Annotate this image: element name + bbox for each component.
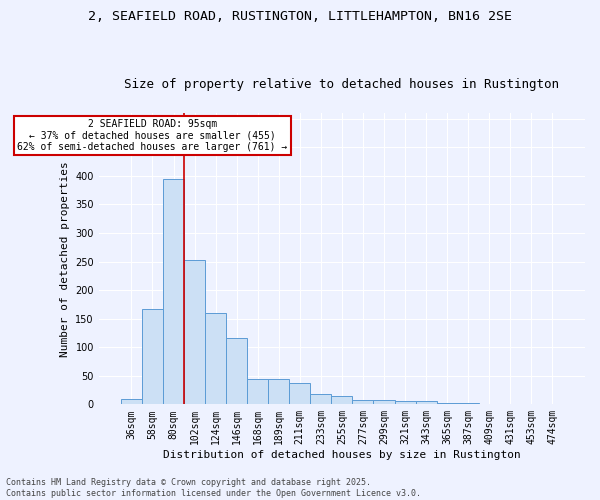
X-axis label: Distribution of detached houses by size in Rustington: Distribution of detached houses by size … (163, 450, 521, 460)
Bar (395, 402, 416, 404)
Bar (437, 402, 458, 404)
Bar (458, 403, 479, 404)
Bar (205, 313, 226, 404)
Bar (331, 396, 352, 404)
Bar (247, 379, 268, 404)
Bar (416, 402, 437, 404)
Bar (289, 383, 310, 404)
Bar (142, 309, 163, 404)
Bar (352, 400, 373, 404)
Bar (373, 400, 395, 404)
Bar (226, 338, 247, 404)
Bar (268, 379, 289, 404)
Bar (163, 178, 184, 404)
Title: Size of property relative to detached houses in Rustington: Size of property relative to detached ho… (124, 78, 559, 91)
Y-axis label: Number of detached properties: Number of detached properties (60, 161, 70, 356)
Text: 2, SEAFIELD ROAD, RUSTINGTON, LITTLEHAMPTON, BN16 2SE: 2, SEAFIELD ROAD, RUSTINGTON, LITTLEHAMP… (88, 10, 512, 23)
Bar (121, 398, 142, 404)
Text: 2 SEAFIELD ROAD: 95sqm
← 37% of detached houses are smaller (455)
62% of semi-de: 2 SEAFIELD ROAD: 95sqm ← 37% of detached… (17, 118, 287, 152)
Text: Contains HM Land Registry data © Crown copyright and database right 2025.
Contai: Contains HM Land Registry data © Crown c… (6, 478, 421, 498)
Bar (310, 394, 331, 404)
Bar (184, 260, 205, 404)
